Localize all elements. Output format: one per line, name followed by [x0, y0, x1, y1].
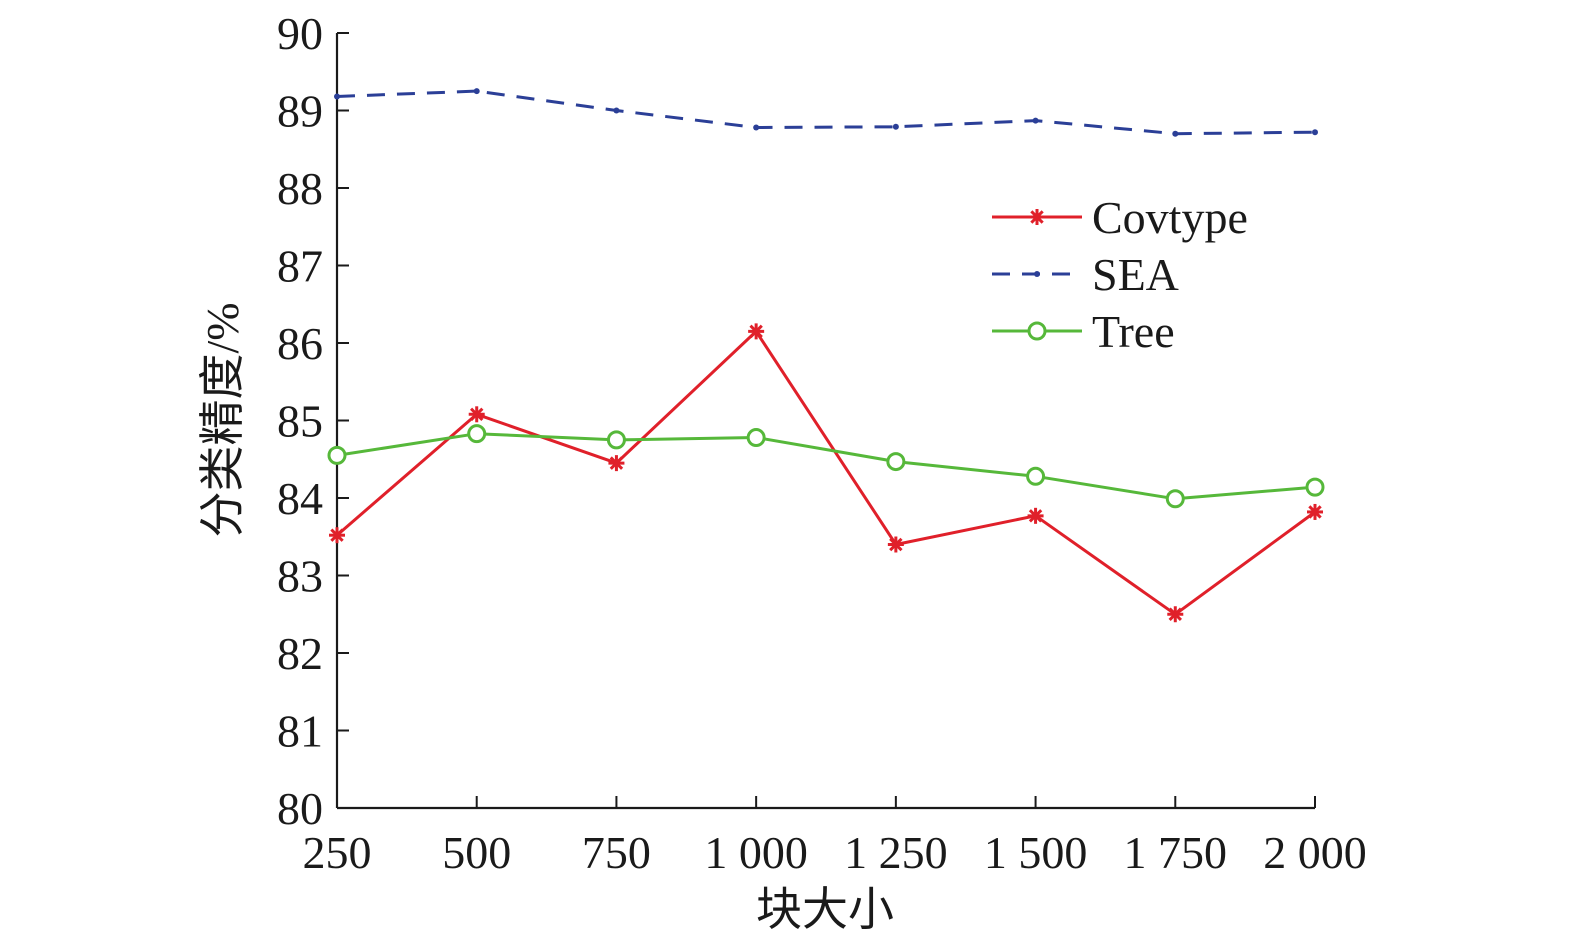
data-point-tree: [327, 445, 347, 465]
data-point-tree: [746, 428, 766, 448]
legend-marker: [1034, 271, 1040, 277]
legend-marker: [1027, 321, 1047, 341]
legend: Covtype SEA Tree: [992, 192, 1248, 357]
x-axis-label: 块大小: [756, 884, 894, 935]
data-point-covtype: [468, 406, 485, 423]
y-tick-label: 88: [277, 163, 323, 214]
y-tick-label: 86: [277, 318, 323, 369]
data-point-sea: [1312, 129, 1318, 136]
data-point-sea: [892, 123, 899, 130]
data-point-tree: [1305, 477, 1325, 497]
data-point-tree: [1026, 466, 1046, 486]
x-tick-label: 500: [442, 827, 511, 878]
legend-item-tree: Tree: [992, 306, 1175, 357]
y-tick-label: 85: [277, 396, 323, 447]
y-tick-label: 89: [277, 86, 323, 137]
x-tick-label: 1 000: [704, 827, 808, 878]
plot-area: [327, 88, 1325, 623]
series-tree: [327, 424, 1325, 509]
y-tick-label: 87: [277, 241, 323, 292]
x-tick-label: 1 500: [984, 827, 1088, 878]
series-covtype: [329, 323, 1323, 623]
legend-item-sea: SEA: [992, 249, 1179, 300]
series-line-sea: [336, 89, 1316, 136]
x-tick-label: 250: [303, 827, 372, 878]
x-tick-label: 750: [582, 827, 651, 878]
y-tick-label: 82: [277, 628, 323, 679]
legend-item-covtype: Covtype: [992, 192, 1248, 243]
y-tick-label: 84: [277, 473, 323, 524]
x-tick-label: 2 000: [1263, 827, 1367, 878]
y-tick-label: 81: [277, 706, 323, 757]
data-point-covtype: [887, 536, 904, 553]
data-point-sea: [1032, 117, 1039, 124]
series-line-covtype: [336, 329, 1316, 616]
data-point-covtype: [1167, 606, 1184, 623]
data-point-sea: [1172, 130, 1179, 137]
data-point-covtype: [608, 455, 625, 472]
series-line-tree: [336, 432, 1316, 501]
axes: 80 81 82 83 84 85 86 87 88 89 90 250 500 750 1 000 1 25…: [277, 8, 1367, 878]
data-point-sea: [753, 124, 760, 131]
x-tick-label: 1 250: [844, 827, 948, 878]
series-sea: [334, 88, 1318, 137]
data-point-tree: [886, 452, 906, 472]
x-tick-label: 1 750: [1124, 827, 1228, 878]
data-point-covtype: [1027, 507, 1044, 524]
data-point-sea: [473, 88, 480, 95]
y-tick-label: 83: [277, 551, 323, 602]
data-point-tree: [606, 430, 626, 450]
data-point-tree: [1165, 489, 1185, 509]
data-point-tree: [467, 424, 487, 444]
y-axis-label: 分类精度/%: [197, 302, 248, 537]
data-point-sea: [334, 93, 340, 100]
data-point-covtype: [1307, 503, 1323, 520]
data-point-covtype: [329, 527, 345, 544]
data-point-covtype: [748, 323, 765, 340]
data-point-sea: [613, 107, 620, 114]
legend-label: SEA: [1092, 249, 1179, 300]
y-tick-label: 80: [277, 783, 323, 834]
legend-label: Tree: [1092, 306, 1175, 357]
legend-marker: [1029, 209, 1045, 225]
legend-label: Covtype: [1092, 192, 1248, 243]
y-tick-label: 90: [277, 8, 323, 59]
